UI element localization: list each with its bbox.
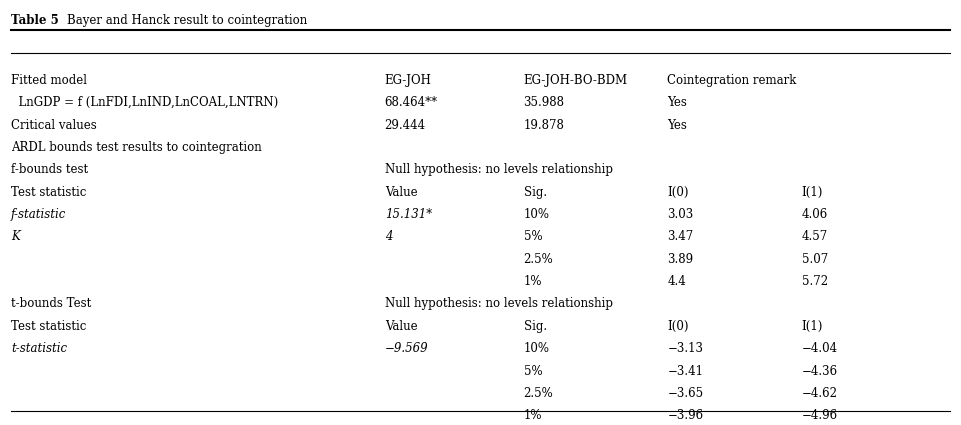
Text: 29.444: 29.444 (384, 119, 426, 132)
Text: 3.47: 3.47 (667, 230, 694, 244)
Text: −3.13: −3.13 (667, 342, 703, 355)
Text: LnGDP = f (LnFDI,LnIND,LnCOAL,LNTRN): LnGDP = f (LnFDI,LnIND,LnCOAL,LNTRN) (11, 96, 279, 109)
Text: t-bounds Test: t-bounds Test (11, 298, 91, 311)
Text: 10%: 10% (524, 208, 550, 221)
Text: Yes: Yes (667, 119, 687, 132)
Text: Sig.: Sig. (524, 320, 547, 333)
Text: −3.96: −3.96 (667, 409, 703, 422)
Text: 19.878: 19.878 (524, 119, 564, 132)
Text: f-bounds test: f-bounds test (11, 163, 88, 176)
Text: 2.5%: 2.5% (524, 253, 554, 266)
Text: 10%: 10% (524, 342, 550, 355)
Text: I(1): I(1) (801, 186, 823, 198)
Text: 5%: 5% (524, 230, 542, 244)
Text: 4.4: 4.4 (667, 275, 686, 288)
Text: 35.988: 35.988 (524, 96, 565, 109)
Text: 5.07: 5.07 (801, 253, 827, 266)
Text: Null hypothesis: no levels relationship: Null hypothesis: no levels relationship (384, 163, 613, 176)
Text: 5.72: 5.72 (801, 275, 827, 288)
Text: Bayer and Hanck result to cointegration: Bayer and Hanck result to cointegration (66, 14, 307, 27)
Text: −4.04: −4.04 (801, 342, 838, 355)
Text: t-statistic: t-statistic (11, 342, 67, 355)
Text: 1%: 1% (524, 275, 542, 288)
Text: 3.03: 3.03 (667, 208, 694, 221)
Text: −4.96: −4.96 (801, 409, 838, 422)
Text: Value: Value (384, 186, 417, 198)
Text: Critical values: Critical values (11, 119, 97, 132)
Text: Table 5: Table 5 (11, 14, 59, 27)
Text: 3.89: 3.89 (667, 253, 694, 266)
Text: Fitted model: Fitted model (11, 74, 87, 87)
Text: 4.57: 4.57 (801, 230, 827, 244)
Text: −3.41: −3.41 (667, 365, 703, 377)
Text: 2.5%: 2.5% (524, 387, 554, 400)
Text: −4.62: −4.62 (801, 387, 837, 400)
Text: Test statistic: Test statistic (11, 320, 86, 333)
Text: 1%: 1% (524, 409, 542, 422)
Text: −4.36: −4.36 (801, 365, 838, 377)
Text: 15.131*: 15.131* (384, 208, 431, 221)
Text: Null hypothesis: no levels relationship: Null hypothesis: no levels relationship (384, 298, 613, 311)
Text: 68.464**: 68.464** (384, 96, 438, 109)
Text: 4.06: 4.06 (801, 208, 827, 221)
Text: EG-JOH-BO-BDM: EG-JOH-BO-BDM (524, 74, 628, 87)
Text: Cointegration remark: Cointegration remark (667, 74, 797, 87)
Text: Sig.: Sig. (524, 186, 547, 198)
Text: Test statistic: Test statistic (11, 186, 86, 198)
Text: Value: Value (384, 320, 417, 333)
Text: −9.569: −9.569 (384, 342, 429, 355)
Text: ARDL bounds test results to cointegration: ARDL bounds test results to cointegratio… (11, 141, 261, 154)
Text: EG-JOH: EG-JOH (384, 74, 431, 87)
Text: I(0): I(0) (667, 186, 689, 198)
Text: 4: 4 (384, 230, 392, 244)
Text: Yes: Yes (667, 96, 687, 109)
Text: f-statistic: f-statistic (11, 208, 66, 221)
Text: I(0): I(0) (667, 320, 689, 333)
Text: I(1): I(1) (801, 320, 823, 333)
Text: K: K (11, 230, 20, 244)
Text: 5%: 5% (524, 365, 542, 377)
Text: −3.65: −3.65 (667, 387, 703, 400)
